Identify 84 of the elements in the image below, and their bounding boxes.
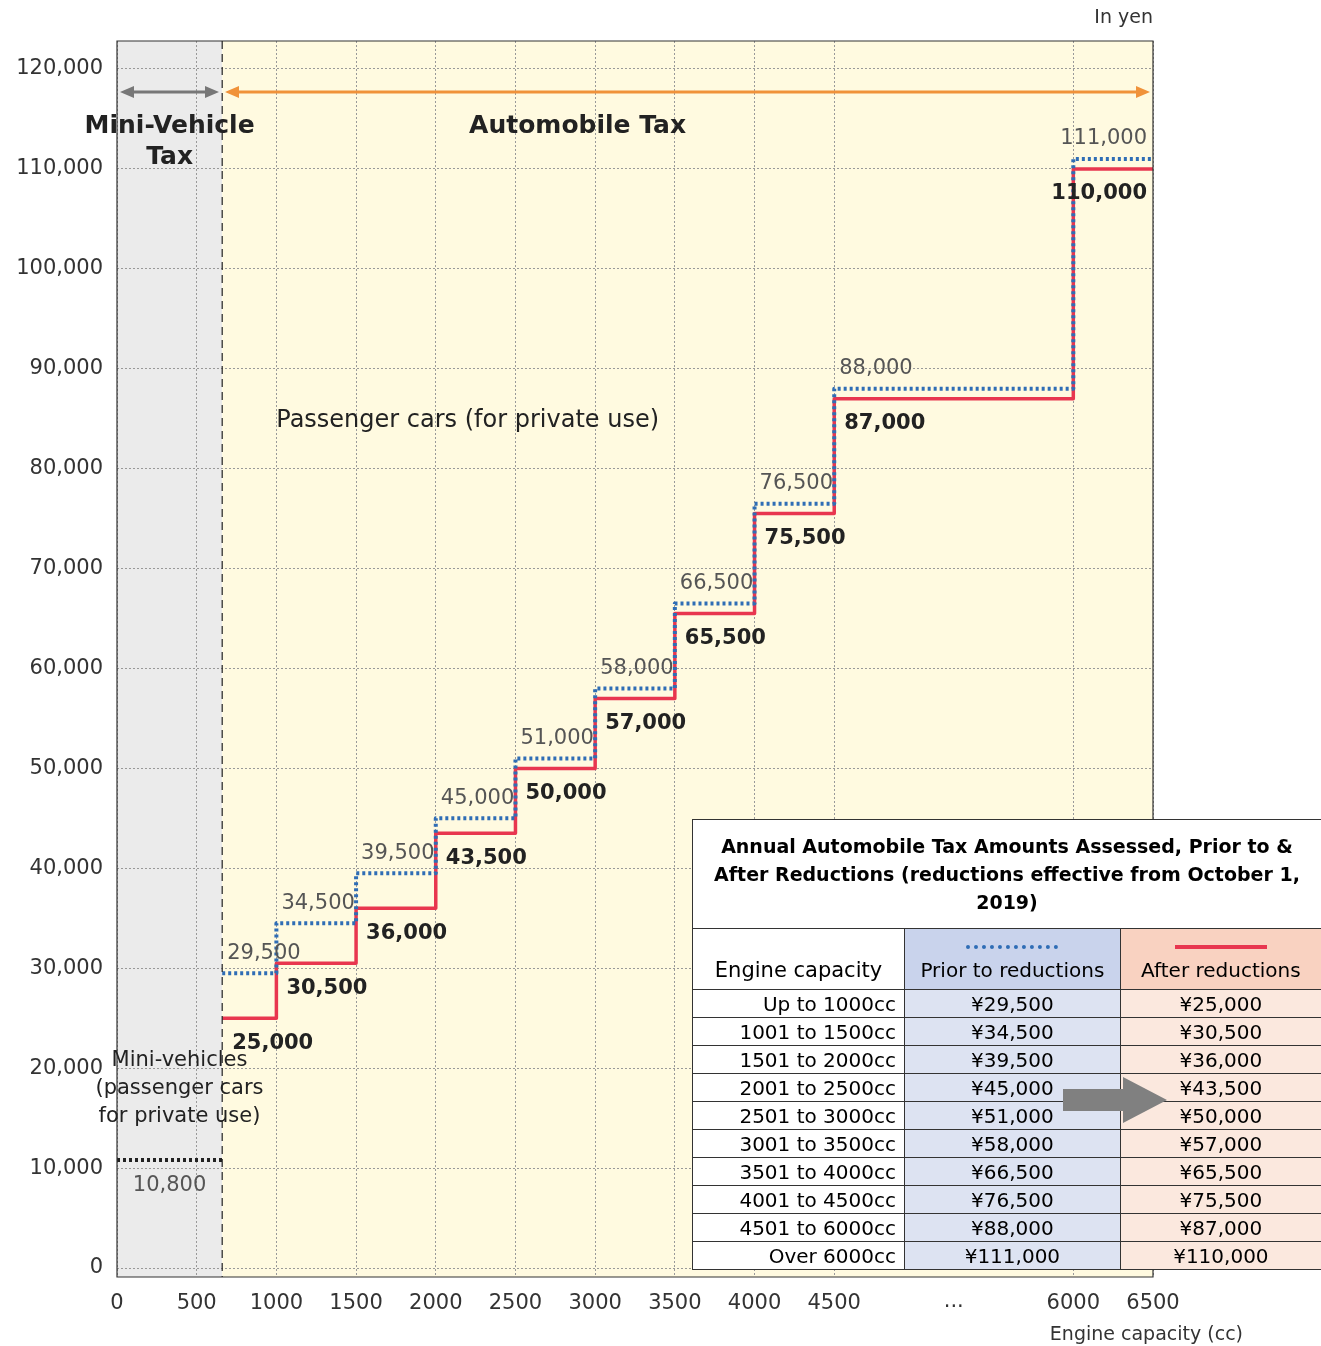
text: ¥75,500: [1179, 1187, 1263, 1212]
y-tick-label: 70,000: [29, 555, 103, 580]
data-label: 111,000: [1060, 125, 1147, 150]
annotation: 3501 to 4000cc: [692, 1157, 905, 1186]
x-tick-label: 500: [176, 1290, 217, 1315]
data-label: 75,500: [764, 525, 846, 550]
annotation: Annual Automobile Tax Amounts Assessed, Prior to & After Reductions (reductions effective from October 1, 2019): [692, 819, 1321, 929]
text: ¥65,500: [1179, 1159, 1263, 1184]
data-label: 88,000: [839, 355, 913, 380]
y-tick-label: 90,000: [29, 355, 103, 380]
y-tick-label: 110,000: [16, 155, 103, 180]
y-tick-label: 50,000: [29, 754, 103, 779]
annotation: ¥29,500: [904, 989, 1121, 1018]
text: ···: [943, 1294, 964, 1319]
data-label: 51,000: [520, 724, 594, 749]
data-label: 39,500: [361, 839, 435, 864]
data-label: 25,000: [232, 1029, 314, 1054]
y-tick-label: 20,000: [29, 1054, 103, 1079]
y-tick-label: 10,000: [29, 1154, 103, 1179]
data-label: 87,000: [844, 410, 926, 435]
y-axis-title: In yen: [1094, 4, 1153, 27]
x-tick-label: 3500: [648, 1290, 702, 1315]
data-label: 45,000: [440, 784, 515, 809]
y-tick-label: 60,000: [29, 654, 103, 679]
x-tick-label: 0: [110, 1290, 124, 1315]
x-axis-title: Engine capacity (cc): [1049, 1321, 1243, 1344]
text: ¥110,000: [1173, 1243, 1269, 1268]
y-tick-label: 40,000: [29, 854, 103, 879]
annotation: ¥111,000: [904, 1241, 1121, 1270]
annotation: 4001 to 4500cc: [692, 1185, 905, 1214]
text: ¥43,500: [1179, 1075, 1263, 1100]
x-tick-label: 4500: [807, 1290, 861, 1315]
x-tick-label: 4000: [727, 1290, 782, 1315]
x-tick-label: 3000: [568, 1290, 622, 1315]
y-tick-label: 0: [89, 1254, 103, 1279]
text: ¥25,000: [1179, 991, 1263, 1016]
data-label: 36,000: [366, 919, 448, 944]
text: ¥50,000: [1179, 1103, 1263, 1128]
band-label: Automobile Tax: [469, 109, 687, 139]
annotation: 4501 to 6000cc: [692, 1213, 905, 1242]
text: ¥36,000: [1179, 1047, 1263, 1072]
annotation: Passenger cars (for private use): [276, 404, 660, 433]
annotation: 1501 to 2000cc: [692, 1045, 905, 1074]
data-label: 30,500: [286, 974, 368, 999]
annotation: Up to 1000cc: [692, 989, 905, 1018]
y-tick-label: 120,000: [16, 55, 103, 80]
y-tick-label: 80,000: [29, 455, 103, 480]
annotation: 2501 to 3000cc: [692, 1101, 905, 1130]
legend-label: After reductions: [1140, 957, 1302, 983]
annotation: ¥58,000: [904, 1129, 1121, 1158]
text: ¥30,500: [1179, 1019, 1263, 1044]
x-tick-label: 6000: [1046, 1290, 1101, 1315]
annotation: 2001 to 2500cc: [692, 1073, 905, 1102]
text: ¥87,000: [1179, 1215, 1263, 1240]
annotation: ¥66,500: [904, 1157, 1121, 1186]
annotation: 1001 to 1500cc: [692, 1017, 905, 1046]
annotation: ¥34,500: [904, 1017, 1121, 1046]
text: ¥57,000: [1179, 1131, 1263, 1156]
annotation: 3001 to 3500cc: [692, 1129, 905, 1158]
y-tick-label: 100,000: [16, 255, 103, 280]
annotation: ¥51,000: [904, 1101, 1121, 1130]
data-label: 65,500: [684, 624, 766, 649]
annotation: Over 6000cc: [692, 1241, 905, 1270]
x-tick-label: 2500: [488, 1290, 543, 1315]
data-label: 50,000: [525, 779, 607, 804]
data-label: 57,000: [605, 709, 687, 734]
annotation: ¥88,000: [904, 1213, 1121, 1242]
data-label: 29,500: [227, 939, 301, 964]
x-tick-label: 1000: [249, 1290, 304, 1315]
data-label: 10,800: [132, 1171, 207, 1196]
annotation: ¥39,500: [904, 1045, 1121, 1074]
data-label: 66,500: [679, 570, 754, 594]
legend-label: Prior to reductions: [919, 957, 1106, 983]
data-label: 34,500: [281, 889, 355, 914]
x-tick-label: 1500: [329, 1290, 383, 1315]
x-tick-label: 2000: [409, 1290, 463, 1315]
data-label: 76,500: [759, 470, 834, 495]
annotation: ¥76,500: [904, 1185, 1121, 1214]
annotation: ¥45,000: [904, 1073, 1121, 1102]
x-tick-label: 6500: [1126, 1290, 1180, 1315]
data-label: 58,000: [600, 654, 674, 679]
y-tick-label: 30,000: [29, 954, 103, 979]
data-label: 43,500: [445, 844, 527, 869]
annotation: Engine capacity: [692, 928, 905, 990]
